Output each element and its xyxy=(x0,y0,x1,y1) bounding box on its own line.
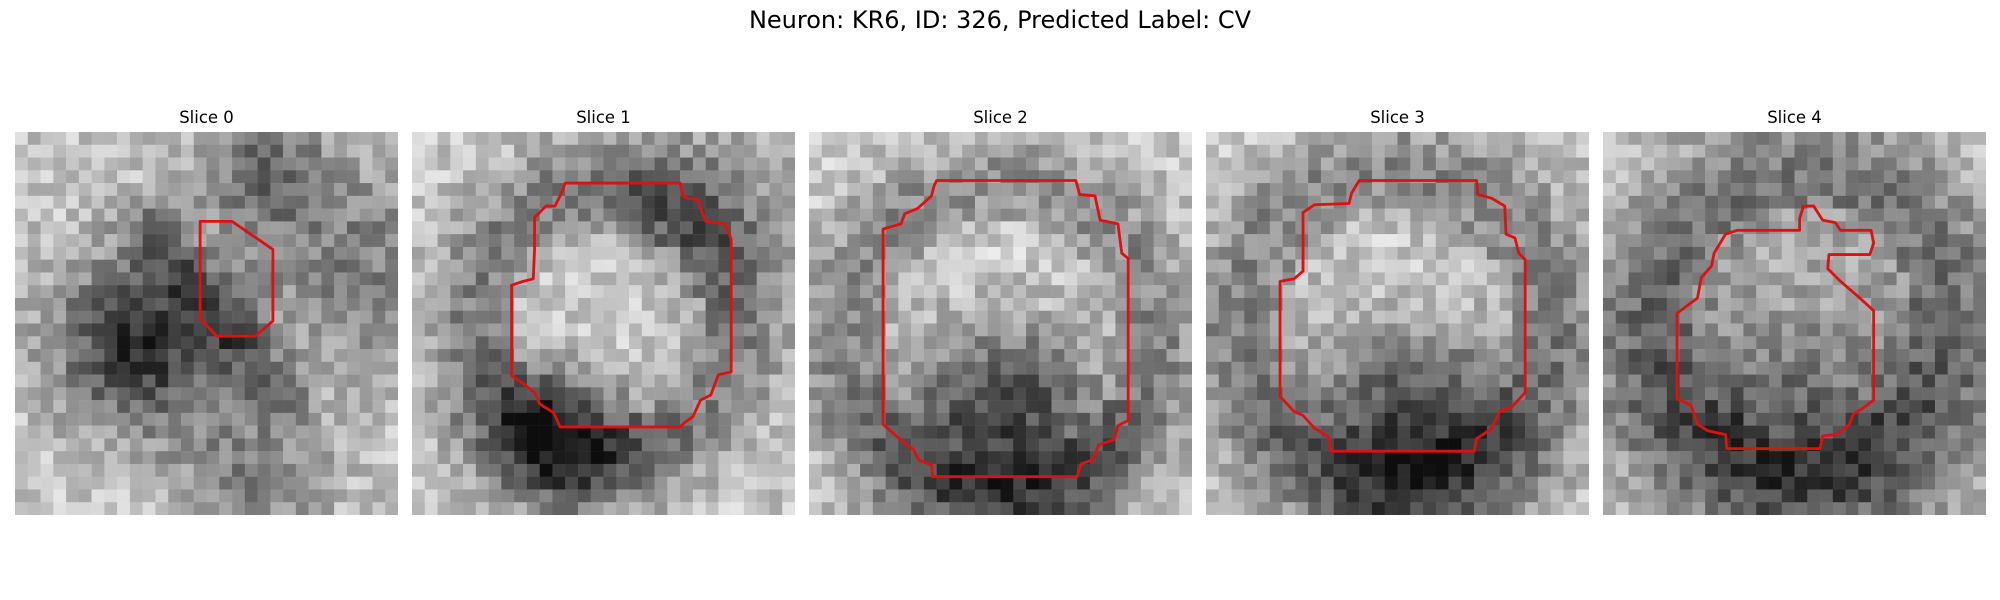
slice-title: Slice 1 xyxy=(576,108,631,127)
slice-title: Slice 4 xyxy=(1767,108,1822,127)
slice-image xyxy=(809,132,1192,515)
roi-contour xyxy=(198,219,275,338)
grayscale-pixels xyxy=(412,132,795,515)
slice-title: Slice 0 xyxy=(179,108,234,127)
figure-title: Neuron: KR6, ID: 326, Predicted Label: C… xyxy=(748,6,1252,34)
slice-image xyxy=(15,132,398,515)
roi-contour xyxy=(881,179,1130,479)
slice-title: Slice 2 xyxy=(973,108,1028,127)
roi-contour xyxy=(510,181,733,429)
slice-image xyxy=(1603,132,1986,515)
grayscale-pixels xyxy=(1603,132,1986,515)
slice-title: Slice 3 xyxy=(1370,108,1425,127)
slice-image xyxy=(1206,132,1589,515)
roi-contour xyxy=(1675,204,1876,451)
roi-contour xyxy=(1278,179,1527,453)
grayscale-pixels xyxy=(809,132,1192,515)
grayscale-pixels xyxy=(15,132,398,515)
grayscale-pixels xyxy=(1206,132,1589,515)
slice-image xyxy=(412,132,795,515)
